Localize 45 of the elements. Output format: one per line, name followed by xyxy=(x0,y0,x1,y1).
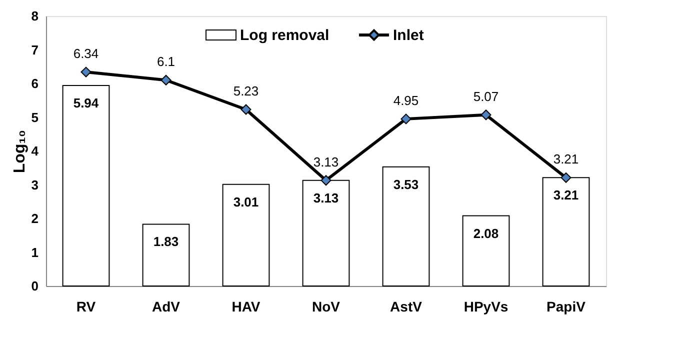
y-tick-label: 6 xyxy=(31,76,38,91)
point xyxy=(160,74,172,86)
y-tick-label: 2 xyxy=(31,211,38,226)
y-tick-label: 5 xyxy=(31,110,38,125)
bar xyxy=(462,215,510,286)
x-tick-label: RV xyxy=(76,298,96,314)
data-label: 3.53 xyxy=(393,176,419,192)
y-tick-label: 0 xyxy=(31,278,38,294)
y-tick-label: 3 xyxy=(31,177,38,192)
point xyxy=(560,172,572,183)
data-label: 2.08 xyxy=(473,226,499,241)
y-tick-label: 4 xyxy=(31,144,40,158)
bar xyxy=(222,184,270,286)
data-label: 3.13 xyxy=(313,190,339,206)
data-label: 1.83 xyxy=(153,234,179,250)
bar xyxy=(142,224,190,286)
data-label: 5.23 xyxy=(233,83,259,98)
data-label: 5.94 xyxy=(73,96,100,111)
y-tick-label: 7 xyxy=(31,42,38,58)
x-tick-label: PapiV xyxy=(546,298,586,314)
data-label: 5.07 xyxy=(473,88,499,104)
legend-label: Inlet xyxy=(393,27,424,44)
point xyxy=(400,114,412,124)
y-tick-label: 8 xyxy=(31,8,38,24)
y-axis-title: Log₁₀ xyxy=(11,130,28,174)
x-tick-label: AstV xyxy=(390,298,423,314)
x-tick-label: HPyVs xyxy=(464,298,508,314)
data-label: 6.34 xyxy=(73,46,99,62)
y-tick-label: 1 xyxy=(31,244,38,260)
data-label: 3.21 xyxy=(553,152,579,167)
bar xyxy=(62,85,110,286)
x-tick-label: NoV xyxy=(312,298,341,314)
point xyxy=(480,110,492,120)
data-label: 4.95 xyxy=(393,92,419,108)
x-tick-label: HAV xyxy=(232,298,261,314)
legend-label: Log removal xyxy=(240,27,330,44)
point xyxy=(320,175,332,186)
data-label: 3.13 xyxy=(313,154,339,170)
x-tick-label: AdV xyxy=(152,298,181,314)
bar xyxy=(382,166,430,286)
point xyxy=(80,66,92,78)
data-label: 3.21 xyxy=(553,188,579,203)
point xyxy=(240,104,252,115)
data-label: 6.1 xyxy=(156,54,176,70)
data-label: 3.01 xyxy=(233,194,259,210)
